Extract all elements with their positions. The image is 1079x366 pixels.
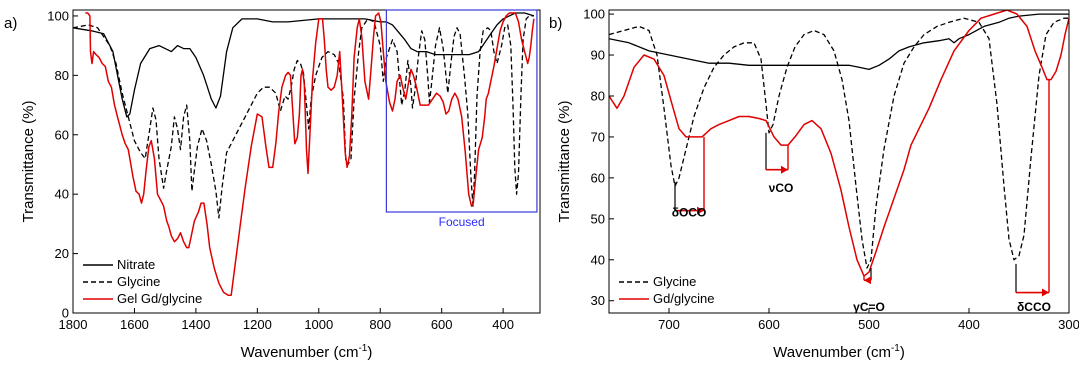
band-annotation-label: δOCO — [672, 206, 707, 220]
y-tick-label: 100 — [583, 7, 605, 22]
y-tick-label: 30 — [591, 293, 605, 308]
x-tick-label: 400 — [492, 317, 514, 332]
panel-a-x-axis-label: Wavenumber (cm-1) — [241, 343, 373, 361]
y-tick-label: 90 — [591, 48, 605, 63]
panel-a: a) 1800 1600 1400 1200 1000 800 600 400 0 20 40 60 8… — [4, 8, 541, 361]
band-shift-arrowhead — [1042, 288, 1049, 297]
series-line-glycine — [73, 15, 534, 219]
focused-label: Focused — [439, 215, 485, 229]
panel-a-x-axis-label-main: Wavenumber (cm — [241, 344, 359, 361]
band-shift-arrowhead — [864, 276, 871, 285]
y-tick-label: 80 — [591, 88, 605, 103]
y-tick-label: 50 — [591, 211, 605, 226]
y-tick-label: 60 — [55, 127, 69, 142]
panel-b-ticks: 700 600 500 400 300 30 40 50 60 70 80 90 100 — [583, 7, 1079, 332]
legend-label-gel-gd-glycine: Gel Gd/glycine — [117, 291, 202, 306]
x-tick-label: 1000 — [304, 317, 333, 332]
y-tick-label: 40 — [55, 187, 69, 202]
y-tick-label: 0 — [62, 306, 69, 321]
panel-b-x-axis-label-main: Wavenumber (cm — [773, 344, 891, 361]
series-line-glycine — [609, 17, 1069, 269]
panel-b-label: b) — [549, 15, 562, 32]
legend-label-nitrate: Nitrate — [117, 257, 155, 272]
y-tick-label: 100 — [47, 8, 69, 23]
legend-label-glycine: Glycine — [117, 274, 160, 289]
x-tick-label: 600 — [431, 317, 453, 332]
band-shift-arrowhead — [781, 165, 788, 174]
panel-b-x-axis-label: Wavenumber (cm-1) — [773, 343, 905, 361]
x-tick-label: 1600 — [120, 317, 149, 332]
panel-b-legend: Glycine Gd/glycine — [619, 274, 714, 306]
x-tick-label: 700 — [658, 317, 680, 332]
panel-b-x-axis-label-sup: -1 — [891, 343, 900, 354]
x-tick-label: 300 — [1058, 317, 1079, 332]
x-tick-label: 500 — [858, 317, 880, 332]
panel-a-label: a) — [4, 15, 17, 32]
panel-b-series — [609, 10, 1069, 277]
panel-b-x-axis-label-end: ) — [900, 344, 905, 361]
panel-b-y-axis-label: Transmittance (%) — [556, 101, 573, 223]
y-tick-label: 70 — [591, 129, 605, 144]
band-annotation-label: δCCO — [1017, 300, 1051, 314]
panel-b: b) 700 600 500 400 300 30 40 50 60 70 80 90 100 δOCO… — [549, 7, 1079, 361]
panel-a-x-axis-label-sup: -1 — [358, 343, 367, 354]
x-tick-label: 800 — [369, 317, 391, 332]
y-tick-label: 40 — [591, 252, 605, 267]
legend-label-gd-glycine: Gd/glycine — [653, 291, 714, 306]
band-annotation-label: γC=O — [853, 300, 885, 314]
panel-a-ticks: 1800 1600 1400 1200 1000 800 600 400 0 20 40 60 80 10… — [47, 8, 514, 332]
y-tick-label: 60 — [591, 170, 605, 185]
x-tick-label: 1400 — [181, 317, 210, 332]
panel-a-series — [73, 12, 535, 296]
panel-a-y-axis-label: Transmittance (%) — [20, 101, 37, 223]
series-line-nitrate — [73, 12, 535, 118]
y-tick-label: 80 — [55, 68, 69, 83]
panel-b-plot-frame — [608, 9, 1070, 314]
x-tick-label: 1200 — [243, 317, 272, 332]
series-line-gel-gd-glycine — [85, 12, 535, 296]
panel-b-annotations: δOCO νCO γC=O δCCO — [672, 181, 1051, 314]
legend-label-glycine: Glycine — [653, 274, 696, 289]
x-tick-label: 400 — [958, 317, 980, 332]
x-tick-label: 1800 — [59, 317, 88, 332]
panel-b-band-markers — [674, 79, 1050, 297]
x-tick-label: 600 — [758, 317, 780, 332]
y-tick-label: 20 — [55, 246, 69, 261]
band-annotation-label: νCO — [769, 181, 794, 195]
focused-region-box — [385, 9, 538, 213]
series-line-gd-glycine — [609, 10, 1069, 277]
band-shift-arrowhead — [697, 206, 704, 215]
panel-a-x-axis-label-end: ) — [367, 344, 372, 361]
series-line-nitrate — [609, 13, 1069, 71]
panel-a-legend: Nitrate Glycine Gel Gd/glycine — [83, 257, 202, 306]
panel-a-plot-frame — [72, 9, 541, 314]
